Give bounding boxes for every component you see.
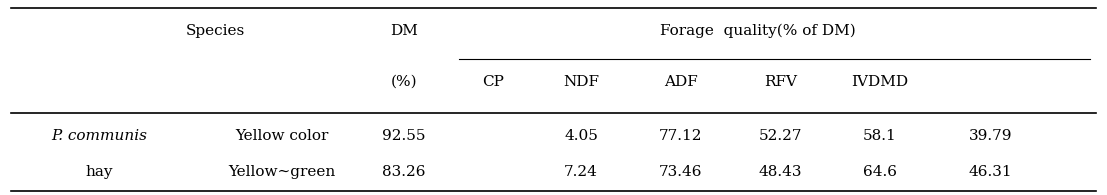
- Text: 46.31: 46.31: [969, 165, 1013, 179]
- Text: 77.12: 77.12: [659, 129, 703, 144]
- Text: 83.26: 83.26: [382, 165, 426, 179]
- Text: (%): (%): [391, 75, 417, 89]
- Text: IVDMD: IVDMD: [851, 75, 909, 89]
- Text: 7.24: 7.24: [565, 165, 598, 179]
- Text: 64.6: 64.6: [863, 165, 897, 179]
- Text: 58.1: 58.1: [863, 129, 897, 144]
- Text: hay: hay: [86, 165, 113, 179]
- Text: RFV: RFV: [764, 75, 797, 89]
- Text: 4.05: 4.05: [565, 129, 598, 144]
- Text: CP: CP: [482, 75, 504, 89]
- Text: ADF: ADF: [664, 75, 697, 89]
- Text: 52.27: 52.27: [758, 129, 803, 144]
- Text: 48.43: 48.43: [758, 165, 803, 179]
- Text: Yellow∼green: Yellow∼green: [229, 165, 335, 179]
- Text: Forage  quality(% of DM): Forage quality(% of DM): [661, 24, 856, 38]
- Text: 92.55: 92.55: [382, 129, 426, 144]
- Text: Yellow color: Yellow color: [236, 129, 329, 144]
- Text: Species: Species: [186, 24, 246, 38]
- Text: DM: DM: [390, 24, 418, 38]
- Text: 73.46: 73.46: [659, 165, 703, 179]
- Text: P. communis: P. communis: [52, 129, 147, 144]
- Text: NDF: NDF: [563, 75, 599, 89]
- Text: 39.79: 39.79: [969, 129, 1013, 144]
